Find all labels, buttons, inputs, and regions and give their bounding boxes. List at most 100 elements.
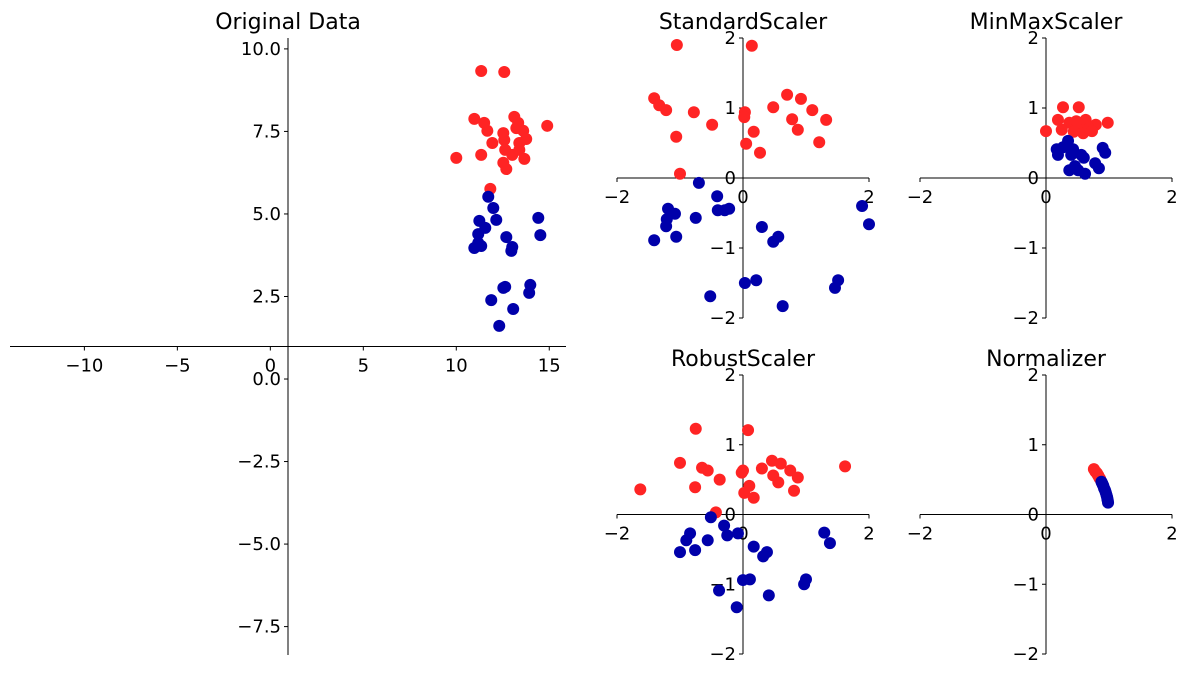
point xyxy=(532,211,545,224)
point xyxy=(863,218,875,231)
point xyxy=(523,286,536,299)
point xyxy=(791,471,804,484)
point xyxy=(757,550,770,563)
point xyxy=(754,146,767,159)
point xyxy=(1099,146,1112,159)
subplot-title: Original Data xyxy=(215,10,361,35)
point xyxy=(1050,143,1063,156)
x-tick-label: 2 xyxy=(863,187,874,208)
x-tick-label: 0 xyxy=(737,187,748,208)
x-tick-label: 0 xyxy=(1040,187,1051,208)
y-tick-label: −2 xyxy=(709,644,736,665)
y-tick-label: −2 xyxy=(709,308,736,329)
point xyxy=(450,151,463,164)
point xyxy=(475,148,488,161)
point xyxy=(784,464,797,477)
point xyxy=(738,486,751,499)
point xyxy=(1057,101,1070,114)
point xyxy=(485,294,498,307)
point xyxy=(1070,115,1083,128)
x-tick-label: 2 xyxy=(863,524,874,545)
point xyxy=(718,519,731,532)
point xyxy=(813,136,826,149)
point xyxy=(486,136,499,149)
point xyxy=(747,125,760,138)
x-tick-label: 2 xyxy=(1166,187,1177,208)
y-tick-label: −2 xyxy=(1012,308,1039,329)
point xyxy=(856,200,869,212)
y-tick-label: −5.0 xyxy=(237,534,281,555)
point xyxy=(721,529,734,542)
x-tick-label: −2 xyxy=(604,524,631,545)
point xyxy=(481,124,494,137)
point xyxy=(500,163,513,176)
point xyxy=(670,230,683,243)
x-tick-label: 0 xyxy=(1040,524,1051,545)
x-tick-label: 5 xyxy=(358,356,369,377)
point xyxy=(648,234,661,247)
point xyxy=(723,202,736,215)
point xyxy=(713,584,726,597)
y-tick-label: 1 xyxy=(1028,435,1039,456)
point xyxy=(731,527,744,540)
point xyxy=(750,274,763,287)
point xyxy=(839,460,852,473)
subplot-title: MinMaxScaler xyxy=(970,10,1124,35)
point xyxy=(493,319,506,332)
x-tick-label: −2 xyxy=(907,524,934,545)
point xyxy=(701,534,714,547)
point xyxy=(730,601,743,614)
point xyxy=(498,66,511,79)
point xyxy=(786,113,799,126)
point xyxy=(1068,160,1081,173)
point xyxy=(1040,125,1052,138)
point xyxy=(1051,113,1064,126)
point xyxy=(541,119,554,132)
y-tick-label: 7.5 xyxy=(252,121,281,142)
point xyxy=(670,39,683,51)
x-tick-label: 2 xyxy=(1166,524,1177,545)
point xyxy=(1067,125,1080,138)
y-tick-label: −1 xyxy=(709,238,736,259)
point xyxy=(674,167,686,180)
point xyxy=(806,104,819,117)
point xyxy=(737,464,749,477)
point xyxy=(689,211,702,224)
point xyxy=(755,221,768,233)
x-tick-label: −2 xyxy=(907,187,934,208)
subplot-title: Normalizer xyxy=(986,347,1107,372)
point xyxy=(767,235,780,248)
point xyxy=(692,176,705,189)
point xyxy=(472,228,485,241)
point xyxy=(487,202,500,215)
point xyxy=(687,106,700,119)
point xyxy=(713,473,726,486)
point xyxy=(500,231,513,244)
point xyxy=(674,546,686,559)
point xyxy=(1065,148,1078,161)
y-tick-label: −1 xyxy=(1012,238,1039,259)
subplot-title: StandardScaler xyxy=(659,10,828,35)
y-tick-label: 2.5 xyxy=(252,286,281,307)
y-tick-label: 2 xyxy=(725,365,736,386)
y-tick-label: 1 xyxy=(725,435,736,456)
y-tick-label: 0 xyxy=(725,505,736,526)
point xyxy=(499,280,512,293)
point xyxy=(482,190,495,203)
point xyxy=(660,220,673,233)
point xyxy=(1055,123,1068,136)
y-tick-label: −2 xyxy=(1012,644,1039,665)
point xyxy=(689,422,702,435)
point xyxy=(1072,101,1085,114)
y-tick-label: 0.0 xyxy=(252,369,281,390)
y-tick-label: 5.0 xyxy=(252,204,281,225)
point xyxy=(534,229,547,242)
point xyxy=(791,123,804,136)
point xyxy=(774,457,787,470)
point xyxy=(794,92,807,105)
subplot-title: RobustScaler xyxy=(671,347,816,372)
point xyxy=(738,277,751,289)
point xyxy=(1079,167,1092,180)
point xyxy=(670,130,683,143)
point xyxy=(510,122,523,135)
